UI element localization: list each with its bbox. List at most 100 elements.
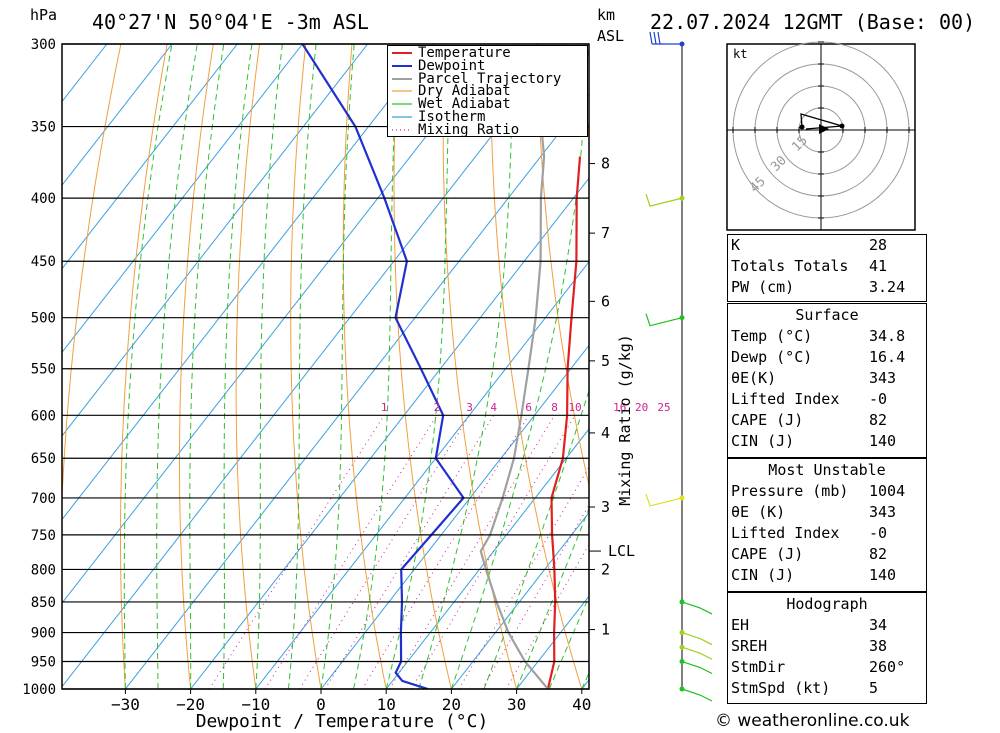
height-tick-label: 4 — [601, 424, 610, 442]
mixing-ratio-line — [505, 543, 589, 689]
legend-swatch — [392, 77, 412, 80]
most-unstable-row: Lifted Index -0 — [727, 523, 927, 544]
surface-value: 343 — [869, 369, 897, 387]
x-axis-label: Dewpoint / Temperature (°C) — [196, 711, 489, 732]
surface-row: Lifted Index -0 — [727, 389, 927, 410]
dry-adiabat — [442, 44, 518, 689]
index-label: K — [731, 236, 741, 254]
legend-item: Dry Adiabat — [388, 84, 587, 98]
most-unstable-value: 82 — [869, 545, 888, 563]
surface-label: CAPE (J) — [731, 411, 804, 429]
surface-label: Dewp (°C) — [731, 348, 813, 366]
isotherm — [62, 44, 303, 354]
wet-adiabat — [516, 506, 589, 689]
isotherm — [62, 44, 499, 604]
pressure-tick-label: 450 — [31, 254, 56, 270]
wet-adiabat — [255, 44, 283, 689]
mixing-ratio-label: 3 — [466, 401, 473, 414]
hodograph-stat-row: EH 34 — [727, 615, 927, 636]
temperature-tick-label: 20 — [442, 695, 461, 714]
surface-row: θE(K) 343 — [727, 368, 927, 389]
height-tick-label: 1 — [601, 621, 610, 639]
wind-barb — [681, 660, 713, 675]
hodograph-stat-row: StmSpd (kt) 5 — [727, 678, 927, 699]
most-unstable-label: CAPE (J) — [731, 545, 804, 563]
dry-adiabat — [179, 44, 214, 689]
legend-swatch — [392, 90, 412, 93]
surface-label: Temp (°C) — [731, 327, 813, 345]
wind-barb-shaft — [681, 631, 713, 646]
pressure-tick-label: 550 — [31, 362, 56, 378]
mixing-ratio-label: 4 — [490, 401, 497, 414]
index-label: PW (cm) — [731, 278, 795, 296]
indices-table: K 28 Totals Totals 41 PW (cm) 3.24 — [727, 235, 927, 298]
height-tick-label: 6 — [601, 292, 610, 310]
wind-barb — [645, 313, 683, 327]
temperature-tick-label: 30 — [507, 695, 526, 714]
lcl-label: LCL — [608, 542, 635, 560]
most-unstable-box — [727, 458, 927, 592]
pressure-tick-label: 650 — [31, 451, 56, 467]
wet-adiabat — [320, 44, 355, 689]
index-value: 41 — [869, 257, 888, 275]
surface-value: 82 — [869, 411, 888, 429]
legend-swatch — [392, 103, 412, 105]
wind-barb-shaft — [645, 193, 683, 207]
legend-label: Wet Adiabat — [418, 96, 511, 113]
pressure-tick-label: 700 — [31, 491, 56, 507]
mixing-ratio-line — [264, 415, 438, 689]
index-row: Totals Totals 41 — [727, 256, 927, 277]
wind-barb-shaft — [645, 313, 683, 327]
surface-row: Dewp (°C) 16.4 — [727, 347, 927, 368]
isotherm — [62, 44, 173, 186]
legend-label: Temperature — [418, 45, 511, 61]
most-unstable-label: Lifted Index — [731, 524, 840, 542]
dry-adiabat — [290, 44, 322, 689]
storm-motion-marker — [819, 124, 829, 134]
legend-item: Temperature — [388, 45, 587, 61]
height-tick-label: 7 — [601, 224, 610, 242]
wind-barb — [681, 688, 713, 702]
wind-barb-shaft — [645, 493, 683, 507]
index-label: Totals Totals — [731, 257, 849, 275]
temperature-tick-label: −30 — [111, 695, 140, 714]
most-unstable-label: CIN (J) — [731, 566, 795, 584]
height-tick-label: 2 — [601, 560, 610, 578]
pressure-tick-label: 950 — [31, 655, 56, 671]
surface-row: CIN (J) 140 — [727, 431, 927, 452]
mixing-ratio-label: 6 — [525, 401, 532, 414]
isotherm — [451, 511, 589, 689]
surface-table: Surface Temp (°C) 34.8 Dewp (°C) 16.4 θE(K) 3… — [727, 305, 927, 452]
pressure-tick-label: 800 — [31, 562, 56, 578]
hodograph-unit: kt — [733, 47, 747, 61]
copyright[interactable]: © weatheronline.co.uk — [715, 711, 910, 731]
dry-adiabat — [953, 44, 1000, 689]
date-title: 22.07.2024 12GMT (Base: 00) — [650, 10, 976, 34]
index-value: 28 — [869, 236, 888, 254]
most-unstable-value: 1004 — [869, 482, 906, 500]
legend-swatch — [392, 64, 412, 67]
mixing-ratio-line — [208, 415, 385, 689]
hodograph-stat-row: SREH 38 — [727, 636, 927, 657]
isotherm — [125, 93, 589, 689]
most-unstable-row: θE (K) 343 — [727, 502, 927, 523]
index-row: K 28 — [727, 235, 927, 256]
indices-box — [727, 234, 927, 302]
hodograph-stat-row: StmDir 260° — [727, 657, 927, 678]
temperature-tick-label: 40 — [572, 695, 591, 714]
hodograph-stat-value: 38 — [869, 637, 888, 655]
location-title: 40°27'N 50°04'E -3m ASL — [92, 10, 369, 34]
pressure-tick-label: 600 — [31, 408, 56, 424]
isotherm — [62, 44, 238, 270]
wind-barb-shaft — [681, 660, 713, 675]
legend-item: Wet Adiabat — [388, 96, 587, 113]
mixing-ratio-line — [324, 415, 495, 689]
most-unstable-row: CIN (J) 140 — [727, 565, 927, 586]
wet-adiabat — [123, 44, 173, 689]
mixing-ratio-label: 10 — [568, 401, 581, 414]
isotherm — [62, 44, 434, 521]
isotherm — [190, 177, 589, 689]
legend-swatch — [392, 52, 412, 54]
